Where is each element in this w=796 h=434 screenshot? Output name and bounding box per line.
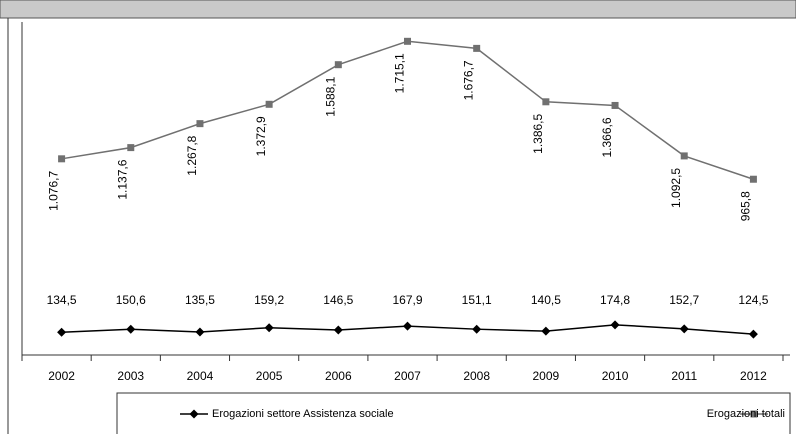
data-label: 151,1 [462,293,492,307]
x-tick-label: 2004 [187,369,214,383]
data-label: 1.588,1 [323,76,337,116]
marker [404,37,411,45]
marker [542,98,550,106]
marker [403,321,412,331]
legend-label: Erogazioni settore Assistenza sociale [212,408,394,420]
data-label: 124,5 [738,293,768,307]
marker [196,120,204,128]
x-tick-label: 2002 [48,369,75,383]
data-label: 965,8 [738,191,752,221]
marker [127,144,135,152]
data-label: 1.137,6 [116,159,130,199]
marker [611,101,619,109]
x-tick-label: 2003 [117,369,144,383]
data-label: 1.372,9 [254,116,268,156]
x-tick-label: 2010 [602,369,629,383]
data-label: 159,2 [254,293,284,307]
data-label: 140,5 [531,293,561,307]
data-label: 174,8 [600,293,630,307]
marker [333,325,343,335]
data-label: 1.267,8 [185,135,199,175]
legend-marker [750,410,758,418]
data-label: 152,7 [669,293,699,307]
marker [58,155,66,163]
x-tick-label: 2012 [740,369,767,383]
series-line [61,40,754,180]
x-tick-label: 2006 [325,369,352,383]
data-label: 1.092,5 [669,168,683,208]
marker [126,324,136,334]
legend-label: Erogazioni totali [707,408,785,420]
data-label: 134,5 [47,293,77,307]
data-label: 146,5 [323,293,353,307]
marker [334,61,342,69]
x-tick-label: 2007 [394,369,421,383]
data-label: 1.366,6 [600,117,614,157]
data-label: 167,9 [392,293,422,307]
data-label: 1.676,7 [462,60,476,100]
data-label: 135,5 [185,293,215,307]
marker [610,320,620,330]
marker [748,329,758,339]
marker [195,327,205,337]
marker [265,100,273,108]
x-tick-label: 2011 [671,369,697,383]
marker [264,323,274,333]
marker [472,324,482,334]
marker [541,326,551,336]
marker [679,324,689,334]
marker [57,327,67,337]
legend-marker [189,409,199,419]
header-bar [0,0,796,19]
marker [749,175,757,183]
marker [680,152,688,160]
x-tick-label: 2008 [463,369,490,383]
x-tick-label: 2009 [533,369,560,383]
data-label: 1.076,7 [47,170,61,210]
data-label: 150,6 [116,293,146,307]
data-label: 1.715,1 [392,53,406,93]
legend-box [116,392,791,434]
marker [473,44,481,52]
data-label: 1.386,5 [531,113,545,153]
x-tick-label: 2005 [256,369,283,383]
